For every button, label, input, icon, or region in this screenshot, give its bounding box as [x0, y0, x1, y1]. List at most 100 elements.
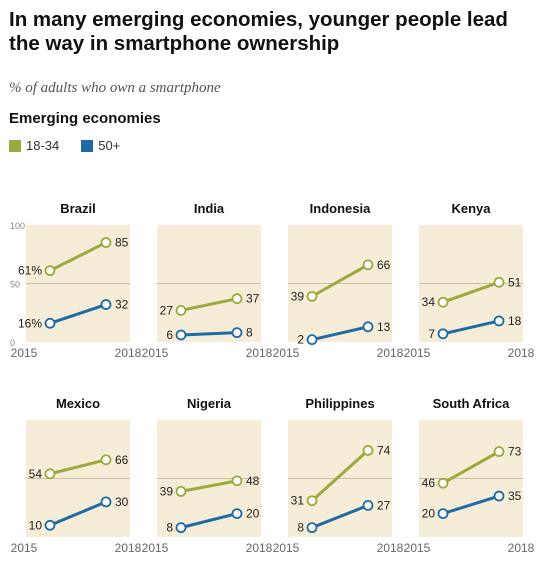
- data-label-young-2015-mexico: 54: [29, 467, 43, 481]
- data-point-old-2015-south-africa: [437, 508, 449, 519]
- data-label-old-2015-south-africa: 20: [422, 507, 436, 521]
- series-line-old-nigeria: [180, 512, 238, 530]
- series-line-old-brazil: [49, 303, 107, 325]
- series-line-old-mexico: [49, 500, 107, 527]
- group-label: Emerging economies: [9, 110, 161, 127]
- legend-swatch-old: [81, 139, 94, 152]
- data-point-old-2018-south-africa: [493, 490, 505, 502]
- chart-title: In many emerging economies, younger peop…: [9, 8, 508, 55]
- x-tick-label-end-mexico: 2018: [115, 541, 142, 555]
- data-point-young-2018-kenya: [493, 276, 505, 288]
- data-point-old-2015-brazil: [44, 317, 56, 329]
- data-point-young-2015-indonesia: [306, 290, 318, 302]
- series-line-young-indonesia: [311, 263, 369, 298]
- data-point-old-2018-philippines: [362, 500, 374, 511]
- data-label-young-2015-nigeria: 39: [160, 484, 174, 498]
- data-label-young-2015-kenya: 34: [422, 295, 436, 309]
- panel-title-brazil: Brazil: [60, 201, 95, 216]
- series-line-old-india: [180, 331, 238, 337]
- legend-item-old: 50+: [81, 138, 120, 153]
- series-line-young-mexico: [49, 458, 107, 476]
- x-tick-label-end-brazil: 2018: [115, 346, 142, 360]
- data-point-old-2018-brazil: [100, 299, 112, 310]
- data-label-young-2018-south-africa: 73: [508, 445, 522, 459]
- y-tick-label-50: 50: [10, 280, 20, 290]
- series-line-old-indonesia: [311, 325, 369, 342]
- chart-subtitle: % of adults who own a smartphone: [9, 80, 221, 96]
- data-point-young-2018-mexico: [100, 454, 112, 466]
- data-label-young-2015-indonesia: 39: [291, 289, 305, 303]
- series-line-old-philippines: [311, 504, 369, 530]
- panel-title-south-africa: South Africa: [433, 396, 511, 411]
- data-label-young-2015-south-africa: 46: [422, 476, 436, 490]
- legend: 18-34 50+: [9, 138, 142, 153]
- data-label-old-2018-philippines: 27: [377, 498, 391, 512]
- data-label-old-2015-philippines: 8: [297, 521, 304, 535]
- legend-swatch-young: [9, 139, 21, 152]
- data-label-young-2018-india: 37: [246, 292, 260, 306]
- data-label-young-2015-brazil: 61%: [18, 264, 42, 278]
- data-label-old-2015-nigeria: 8: [166, 521, 173, 535]
- x-tick-label-start-india: 2015: [142, 346, 169, 360]
- data-point-young-2015-brazil: [44, 265, 56, 277]
- data-label-old-2018-brazil: 32: [115, 298, 129, 312]
- x-tick-label-start-philippines: 2015: [273, 541, 300, 555]
- data-label-old-2018-indonesia: 13: [377, 320, 391, 334]
- data-label-old-2015-kenya: 7: [428, 327, 435, 341]
- data-point-old-2018-nigeria: [231, 508, 243, 519]
- data-label-old-2018-mexico: 30: [115, 495, 129, 509]
- data-label-old-2018-south-africa: 35: [508, 489, 522, 503]
- legend-item-young: 18-34: [9, 138, 59, 153]
- data-label-young-2018-kenya: 51: [508, 275, 522, 289]
- data-label-old-2015-mexico: 10: [29, 518, 43, 532]
- x-tick-label-end-philippines: 2018: [377, 541, 404, 555]
- data-point-young-2015-philippines: [306, 495, 318, 507]
- series-line-young-brazil: [49, 241, 107, 272]
- data-label-young-2018-nigeria: 48: [246, 474, 260, 488]
- data-point-young-2018-nigeria: [231, 475, 243, 487]
- x-tick-label-start-kenya: 2015: [404, 346, 431, 360]
- data-point-young-2018-brazil: [100, 237, 112, 248]
- data-label-young-2018-brazil: 85: [115, 236, 129, 250]
- x-tick-label-start-nigeria: 2015: [142, 541, 169, 555]
- series-line-young-nigeria: [180, 479, 238, 493]
- data-point-old-2018-india: [231, 327, 243, 339]
- y-tick-label-100: 100: [10, 221, 25, 231]
- series-line-old-kenya: [442, 319, 500, 336]
- data-label-old-2018-kenya: 18: [508, 314, 522, 328]
- series-line-young-india: [180, 297, 238, 312]
- data-point-young-2015-mexico: [44, 468, 56, 480]
- data-point-young-2018-south-africa: [493, 446, 505, 457]
- x-tick-label-start-mexico: 2015: [11, 541, 38, 555]
- legend-label-old: 50+: [98, 138, 121, 153]
- data-point-young-2015-south-africa: [437, 477, 449, 489]
- x-tick-label-end-indonesia: 2018: [377, 346, 404, 360]
- panel-title-india: India: [194, 201, 225, 216]
- data-label-old-2015-brazil: 16%: [18, 316, 42, 330]
- data-label-old-2018-india: 8: [246, 326, 253, 340]
- data-point-old-2015-nigeria: [175, 522, 187, 534]
- panel-title-mexico: Mexico: [56, 396, 100, 411]
- data-point-old-2018-mexico: [100, 496, 112, 508]
- data-point-old-2015-mexico: [44, 519, 56, 531]
- series-line-old-south-africa: [442, 494, 500, 516]
- data-point-young-2015-india: [175, 305, 187, 316]
- x-tick-label-end-nigeria: 2018: [246, 541, 273, 555]
- data-label-young-2015-india: 27: [160, 303, 174, 317]
- panel-title-kenya: Kenya: [451, 201, 491, 216]
- x-tick-label-start-brazil: 2015: [11, 346, 38, 360]
- data-point-young-2018-indonesia: [362, 259, 374, 271]
- x-tick-label-end-kenya: 2018: [508, 346, 535, 360]
- data-label-old-2015-indonesia: 2: [297, 333, 304, 347]
- data-label-young-2018-indonesia: 66: [377, 258, 391, 272]
- data-point-young-2015-nigeria: [175, 485, 187, 497]
- legend-label-young: 18-34: [26, 138, 60, 153]
- data-label-young-2018-philippines: 74: [377, 443, 391, 457]
- series-line-young-kenya: [442, 280, 500, 304]
- panel-title-philippines: Philippines: [305, 396, 374, 411]
- data-point-old-2015-indonesia: [306, 334, 318, 346]
- data-point-old-2015-kenya: [437, 328, 449, 340]
- series-line-young-philippines: [310, 449, 370, 502]
- data-label-young-2018-mexico: 66: [115, 453, 129, 467]
